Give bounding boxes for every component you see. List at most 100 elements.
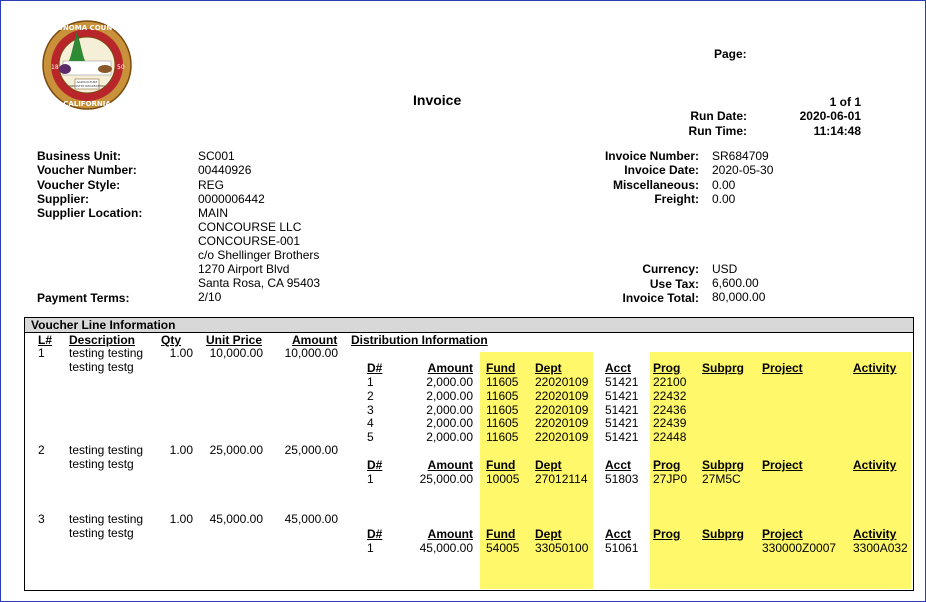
miscellaneous-label: Miscellaneous:: [612, 178, 699, 192]
dist-col-d: 3: [367, 402, 374, 417]
line-description: testing testg: [69, 360, 134, 374]
svg-text:50: 50: [117, 64, 125, 71]
line-amount: 45,000.00: [284, 512, 338, 526]
line-description: testing testg: [69, 457, 134, 471]
dist-col-acct: 51421: [605, 416, 639, 431]
dist-col-d: 2: [367, 388, 374, 403]
line-number: 1: [38, 346, 45, 360]
invoice-number-label: Invoice Number:: [604, 149, 699, 163]
dist-header-acct: Acct: [605, 527, 632, 541]
page-label: Page:: [714, 47, 747, 61]
dist-header-subprg: Subprg: [702, 458, 744, 472]
address-line: MAIN: [198, 206, 228, 220]
dist-col-amount: 2,000.00: [426, 402, 473, 417]
voucher-number-value: 00440926: [198, 163, 252, 177]
dist-header-d: D#: [367, 527, 383, 541]
county-seal-logo: SONOMA COUNTY CALIFORNIA 18 50 AGRICULTU…: [42, 20, 132, 110]
line-qty: 1.00: [169, 346, 193, 360]
invoice-total-value: 80,000.00: [712, 290, 766, 304]
voucher-line-section: Voucher Line Information L# Description …: [24, 317, 914, 591]
miscellaneous-value: 0.00: [712, 178, 736, 192]
dist-header-project: Project: [762, 361, 803, 375]
run-time-value: 11:14:48: [813, 124, 861, 138]
dist-col-d: 1: [367, 375, 374, 389]
dist-col-amount: 2,000.00: [426, 430, 473, 444]
svg-text:AGRICULTURE: AGRICULTURE: [77, 80, 98, 84]
dist-header-fund: Fund: [486, 527, 516, 541]
svg-text:18: 18: [51, 64, 59, 71]
dist-header-activity: Activity: [853, 527, 897, 541]
invoice-number-value: SR684709: [712, 149, 769, 163]
svg-text:SONOMA COUNTY: SONOMA COUNTY: [52, 24, 123, 32]
dist-col-fund: 54005: [486, 541, 520, 555]
dist-header-dept: Dept: [535, 527, 562, 541]
dist-col-prog: 22100: [653, 375, 687, 389]
voucher-line-title-bar: Voucher Line Information: [25, 318, 913, 333]
line-number: 3: [38, 512, 45, 526]
document-title: Invoice: [413, 92, 462, 108]
dist-header-d: D#: [367, 458, 383, 472]
dist-header-subprg: Subprg: [702, 361, 744, 375]
dist-header-project: Project: [762, 458, 803, 472]
dist-col-prog: 22439: [653, 416, 687, 431]
dist-header-prog: Prog: [653, 458, 681, 472]
line-unit-price: 45,000.00: [209, 512, 263, 526]
address-line: CONCOURSE-001: [198, 234, 301, 248]
line-description: testing testing: [69, 512, 144, 526]
supplier-location-label: Supplier Location:: [37, 206, 143, 220]
line-qty: 1.00: [169, 443, 193, 457]
business-unit-label: Business Unit:: [37, 149, 122, 163]
dist-col-acct: 51421: [605, 388, 639, 403]
col-header-unit-price: Unit Price: [206, 333, 263, 347]
invoice-total-label: Invoice Total:: [622, 291, 699, 305]
line-description: testing testing: [69, 443, 144, 457]
dist-header-prog: Prog: [653, 361, 681, 375]
run-date-label: Run Date:: [690, 109, 747, 123]
line-amount: 25,000.00: [284, 443, 338, 457]
fund-dept-highlight: [480, 352, 593, 589]
dist-header-subprg: Subprg: [702, 527, 744, 541]
run-time-label: Run Time:: [688, 124, 747, 138]
currency-value: USD: [712, 262, 738, 276]
invoice-date-value: 2020-05-30: [712, 163, 774, 177]
dist-col-amount: 2,000.00: [426, 375, 473, 389]
use-tax-value: 6,600.00: [712, 276, 759, 290]
dist-col-d: 5: [367, 430, 374, 444]
dist-col-acct: 51421: [605, 430, 639, 444]
voucher-style-label: Voucher Style:: [37, 178, 121, 192]
svg-text:CALIFORNIA: CALIFORNIA: [63, 100, 111, 108]
svg-text:INDUSTRY RECREATION: INDUSTRY RECREATION: [69, 84, 104, 88]
dist-header-activity: Activity: [853, 361, 897, 375]
address-line: Santa Rosa, CA 95403: [198, 276, 321, 290]
run-date-value: 2020-06-01: [799, 109, 861, 123]
dist-header-fund: Fund: [486, 361, 516, 375]
dist-header-fund: Fund: [486, 458, 516, 472]
dist-col-fund: 11605: [486, 402, 519, 417]
page-value: 1 of 1: [829, 95, 861, 109]
dist-col-dept: 22020109: [535, 430, 589, 444]
dist-header-activity: Activity: [853, 458, 897, 472]
dist-col-amount: 2,000.00: [426, 416, 473, 431]
dist-header-dept: Dept: [535, 361, 562, 375]
freight-value: 0.00: [712, 192, 736, 206]
dist-col-dept: 22020109: [535, 402, 589, 417]
dist-col-acct: 51421: [605, 375, 639, 389]
dist-col-amount: 45,000.00: [419, 541, 473, 555]
line-amount: 10,000.00: [284, 346, 338, 360]
line-unit-price: 10,000.00: [209, 346, 263, 360]
dist-header-dept: Dept: [535, 458, 562, 472]
dist-col-project: 330000Z0007: [762, 541, 837, 555]
dist-col-fund: 11605: [486, 375, 519, 389]
invoice-date-label: Invoice Date:: [624, 163, 699, 177]
dist-col-acct: 51061: [605, 541, 639, 555]
dist-col-fund: 10005: [486, 472, 520, 486]
voucher-style-value: REG: [198, 178, 225, 192]
address-line: c/o Shellinger Brothers: [198, 248, 320, 262]
dist-col-subprg: 27M5C: [702, 472, 741, 486]
supplier-label: Supplier:: [37, 192, 90, 206]
dist-col-prog: 22448: [653, 430, 687, 444]
dist-header-project: Project: [762, 527, 803, 541]
address-line: 1270 Airport Blvd: [198, 262, 290, 276]
dist-col-fund: 11605: [486, 416, 519, 431]
